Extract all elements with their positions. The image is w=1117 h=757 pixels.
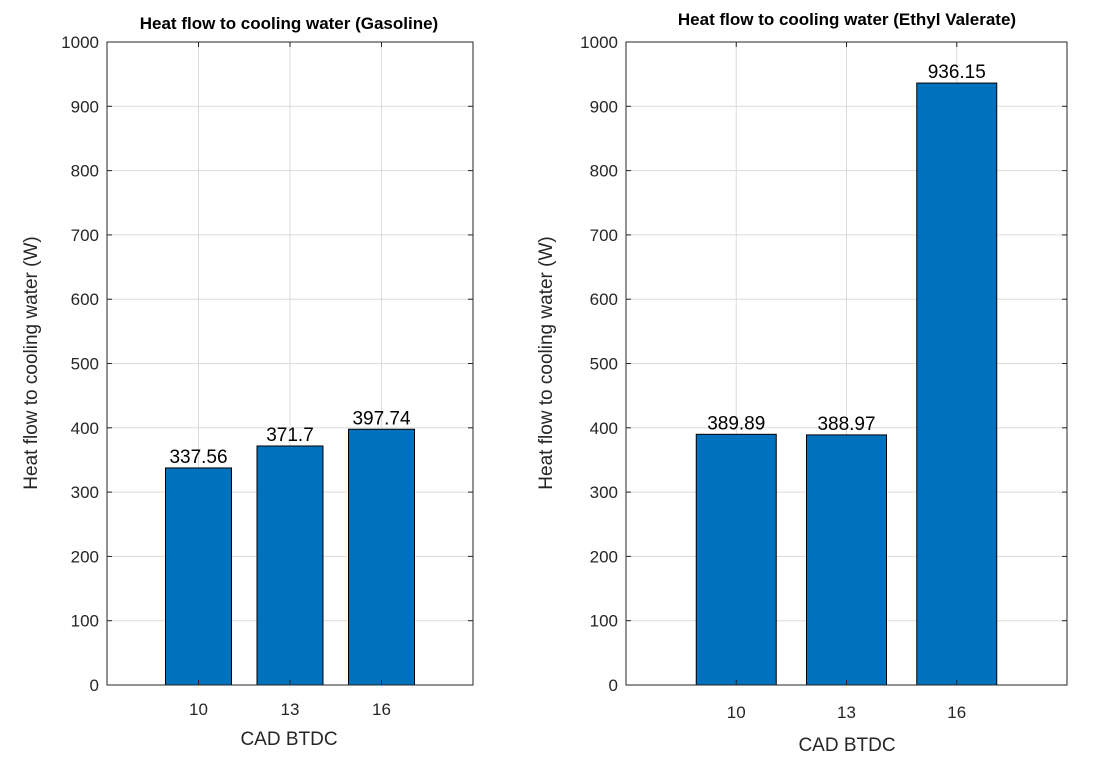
y-axis-label: Heat flow to cooling water (W) xyxy=(21,236,42,489)
data-label: 371.7 xyxy=(266,425,314,446)
y-tick-label: 400 xyxy=(590,419,618,438)
y-tick-label: 500 xyxy=(590,355,618,374)
data-label: 936.15 xyxy=(928,62,986,83)
y-tick-label: 400 xyxy=(71,419,99,438)
x-tick-label: 10 xyxy=(727,703,746,722)
x-tick-label: 16 xyxy=(947,703,966,722)
y-tick-label: 900 xyxy=(590,97,618,116)
data-label: 397.74 xyxy=(352,408,411,429)
chart-gasoline: 337.56 371.7 397.74 0 100 200 300 400 500 600 700 8… xyxy=(21,14,474,750)
chart-title: Heat flow to cooling water (Ethyl Valera… xyxy=(678,10,1016,29)
y-tick-label: 1000 xyxy=(61,33,99,52)
data-label: 337.56 xyxy=(169,447,227,468)
x-tick-label: 16 xyxy=(372,700,391,719)
y-tick-label: 200 xyxy=(590,547,618,566)
data-label: 389.89 xyxy=(707,413,765,434)
data-label: 388.97 xyxy=(817,414,875,435)
bar-10 xyxy=(695,433,777,686)
bar-13 xyxy=(256,445,324,686)
y-tick-label: 700 xyxy=(71,226,99,245)
y-tick-label: 700 xyxy=(590,226,618,245)
chart-title: Heat flow to cooling water (Gasoline) xyxy=(140,14,438,33)
bar-16 xyxy=(916,82,998,686)
y-tick-label: 600 xyxy=(71,290,99,309)
x-tick-label: 13 xyxy=(837,703,856,722)
y-tick-label: 500 xyxy=(71,355,99,374)
y-tick-label: 1000 xyxy=(580,33,618,52)
y-tick-label: 0 xyxy=(90,676,99,695)
y-axis-label: Heat flow to cooling water (W) xyxy=(536,236,557,489)
x-tick-label: 13 xyxy=(281,700,300,719)
y-tick-label: 800 xyxy=(590,162,618,181)
y-tick-label: 100 xyxy=(71,612,99,631)
y-tick-label: 200 xyxy=(71,547,99,566)
y-tick-label: 900 xyxy=(71,97,99,116)
y-tick-label: 300 xyxy=(71,483,99,502)
y-tick-label: 0 xyxy=(609,676,618,695)
x-tick-label: 10 xyxy=(189,700,208,719)
bar-13 xyxy=(806,434,887,686)
bar-16 xyxy=(348,428,415,686)
chart-ethyl-valerate: 389.89 388.97 936.15 0 100 200 300 400 500 600 700… xyxy=(536,10,1068,756)
x-axis-label: CAD BTDC xyxy=(240,729,337,750)
x-axis-label: CAD BTDC xyxy=(798,735,895,756)
y-tick-label: 300 xyxy=(590,483,618,502)
y-tick-label: 600 xyxy=(590,290,618,309)
y-tick-label: 100 xyxy=(590,612,618,631)
y-tick-label: 800 xyxy=(71,162,99,181)
bar-10 xyxy=(165,467,232,686)
